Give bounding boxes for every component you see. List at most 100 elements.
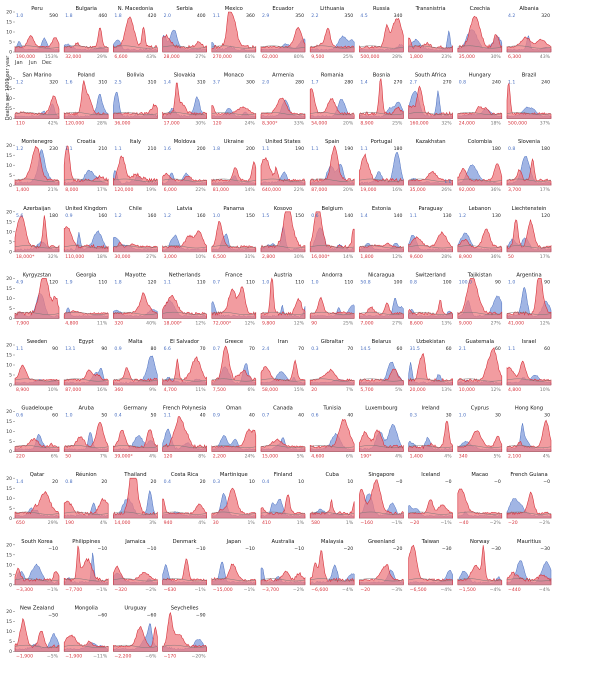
- excess-deaths-label: 4,600: [311, 454, 324, 460]
- country-panel: Ukraine 1.8 200 81,000 14%: [211, 139, 257, 193]
- series-2021-area: [113, 155, 158, 186]
- baseline-line: [113, 245, 158, 249]
- blue-value-label: 6.6: [164, 346, 171, 352]
- excess-deaths-label: 120,000: [65, 121, 84, 127]
- series-2021-area: [14, 95, 60, 119]
- baseline-line: [260, 378, 306, 382]
- baseline-line: [64, 511, 109, 515]
- excess-deaths-label: −7,700: [65, 587, 82, 593]
- excess-percent-label: 6%: [346, 454, 354, 460]
- blue-value-label: 1.0: [459, 413, 466, 419]
- y-tick-label: 10: [6, 96, 12, 102]
- baseline-line: [64, 45, 109, 49]
- excess-per-million-label: 180: [394, 146, 403, 152]
- excess-percent-label: 19%: [146, 187, 157, 193]
- country-panel: Philippines−10 −7,700 −1%: [63, 539, 109, 593]
- country-panel: Greece 0.7 70 7,500 6%: [211, 339, 257, 393]
- excess-deaths-label: 1,800: [410, 54, 423, 60]
- country-panel: Bosnia 1.4 270 8,900 25%: [359, 73, 404, 127]
- baseline-line: [64, 378, 109, 382]
- excess-per-million-label: 50: [101, 413, 107, 419]
- excess-percent-label: 7%: [346, 387, 354, 393]
- excess-per-million-label: 20: [52, 479, 58, 485]
- country-panel: Monaco 3.7 300 120 24%: [211, 73, 257, 127]
- excess-deaths-label: 410: [262, 520, 271, 526]
- excess-deaths-label: 160,000: [410, 121, 429, 127]
- blue-value-label: 13.1: [65, 346, 75, 352]
- excess-deaths-label: 58,000: [262, 387, 278, 393]
- blue-value-label: 1.8: [65, 13, 72, 19]
- blue-value-label: 0.4: [164, 479, 171, 485]
- blue-value-label: 1.4: [16, 479, 23, 485]
- y-tick-label: 10: [6, 296, 12, 302]
- excess-deaths-label: 8,300*: [262, 121, 278, 127]
- country-panel: Iran 2.4 70 58,000 15%: [260, 339, 306, 393]
- blue-value-label: 2.5: [114, 80, 121, 86]
- excess-deaths-label: −40: [459, 520, 469, 526]
- country-panel: Mongolia−60 −1,900 −11%: [63, 605, 109, 659]
- excess-per-million-label: 180: [492, 146, 501, 152]
- excess-percent-label: 17%: [540, 187, 551, 193]
- excess-deaths-label: 9,600: [410, 254, 423, 260]
- excess-per-million-label: 350: [344, 13, 353, 19]
- excess-deaths-label: 190: [65, 520, 74, 526]
- baseline-line: [211, 445, 256, 449]
- excess-per-million-label: 30: [495, 413, 501, 419]
- baseline-line: [310, 445, 355, 449]
- baseline-line: [162, 578, 207, 582]
- excess-per-million-label: 70: [347, 346, 353, 352]
- series-2021-area: [63, 497, 109, 519]
- series-2021-area: [506, 36, 552, 53]
- excess-per-million-label: 10: [347, 479, 353, 485]
- blue-value-label: 1.6: [164, 146, 171, 152]
- baseline-line: [64, 578, 109, 582]
- panel-title: Réunion: [76, 471, 97, 478]
- baseline-line: [14, 112, 60, 116]
- excess-percent-label: 28%: [392, 54, 403, 60]
- baseline-line: [408, 245, 453, 249]
- panel-title: Italy: [130, 139, 141, 145]
- excess-per-million-label: 110: [197, 279, 206, 285]
- country-panel: Poland 1.6 310 120,000 28%: [63, 73, 109, 127]
- excess-percent-label: 25%: [392, 121, 403, 127]
- baseline-line: [14, 378, 60, 382]
- excess-deaths-label: 24,000: [459, 121, 475, 127]
- series-2021-area: [211, 487, 257, 519]
- excess-percent-label: 13%: [441, 320, 452, 326]
- baseline-line: [162, 245, 207, 249]
- panel-title: Portugal: [371, 139, 392, 145]
- excess-percent-label: 27%: [146, 254, 157, 260]
- excess-per-million-label: 180: [49, 213, 58, 219]
- y-tick-label: 20: [6, 10, 12, 16]
- baseline-line: [260, 511, 306, 515]
- y-tick-label: 20: [6, 209, 12, 215]
- panel-title: Malaysia: [321, 539, 344, 545]
- series-2021-area: [162, 498, 207, 519]
- baseline-line: [457, 178, 502, 182]
- blue-value-label: 3.7: [213, 80, 220, 86]
- panel-title: Poland: [78, 73, 95, 79]
- excess-per-million-label: 310: [98, 80, 107, 86]
- blue-value-label: 0.4: [262, 479, 269, 485]
- baseline-line: [14, 45, 60, 49]
- excess-deaths-label: 2,200: [213, 454, 226, 460]
- country-panel: Cyprus 1.0 30 340 5%: [457, 406, 503, 460]
- y-tick-label: 10: [6, 496, 12, 502]
- panel-title: Japan: [226, 539, 241, 545]
- panel-title: Cyprus: [471, 406, 489, 412]
- country-panel: Belgium 0.6 140 16,000* 14%: [309, 206, 355, 260]
- excess-deaths-label: 10,000: [459, 387, 475, 393]
- blue-value-label: 5.6: [16, 213, 23, 219]
- excess-percent-label: 27%: [392, 320, 403, 326]
- country-panel: Spain 1.1 190 87,000 20%: [309, 139, 355, 193]
- excess-per-million-label: 200: [197, 146, 206, 152]
- excess-per-million-label: 120: [148, 279, 157, 285]
- excess-percent-label: 30%: [294, 254, 305, 260]
- panel-title: Ecuador: [272, 6, 294, 12]
- excess-deaths-label: 1,400: [16, 187, 29, 193]
- excess-percent-label: 32%: [48, 254, 59, 260]
- blue-value-label: 1.1: [311, 146, 318, 152]
